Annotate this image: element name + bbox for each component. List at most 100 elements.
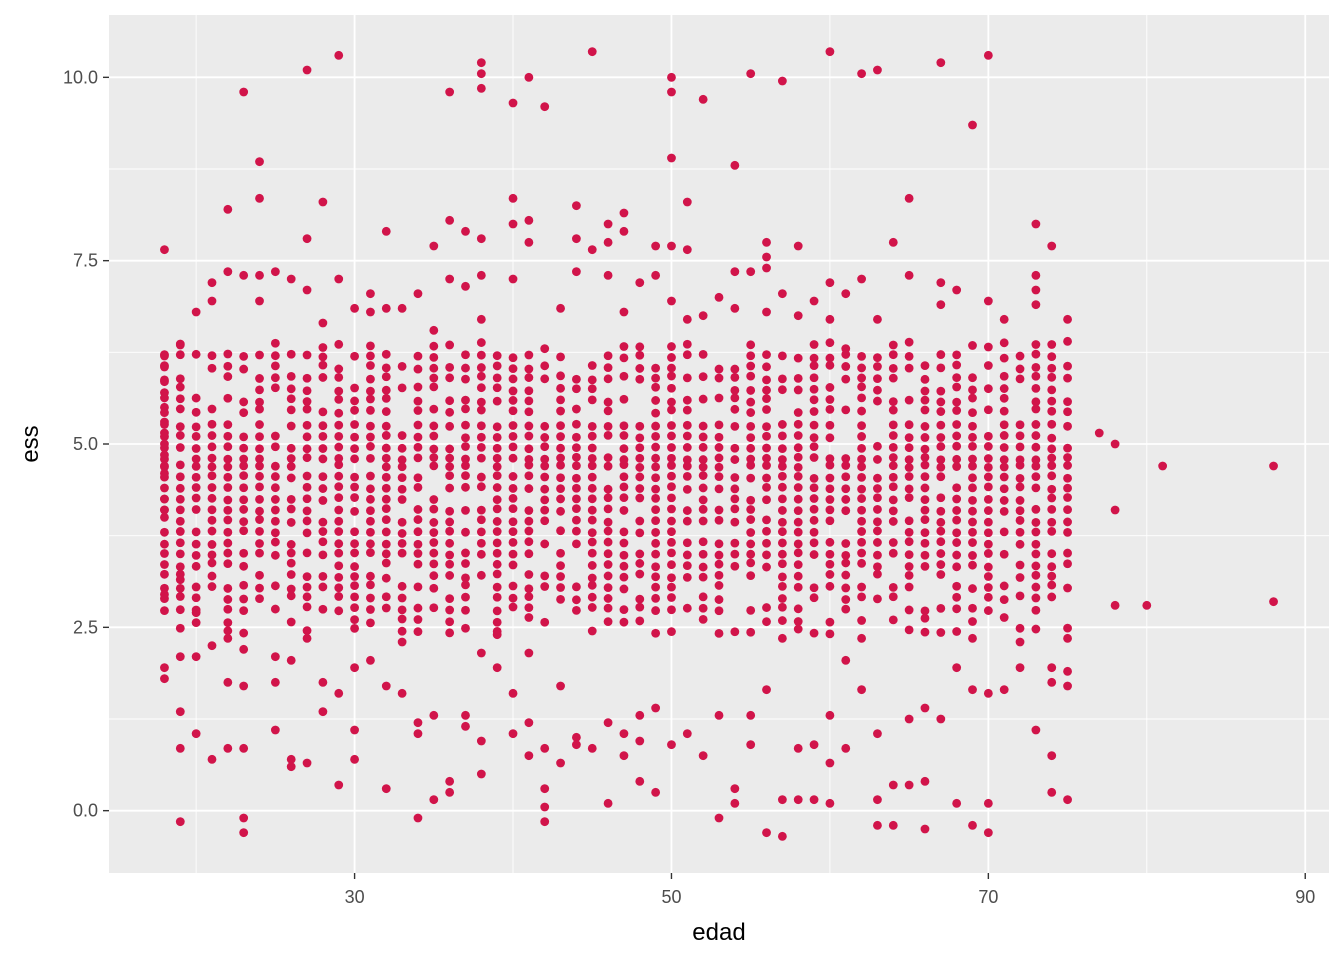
data-point [635, 433, 645, 443]
data-point [952, 441, 962, 451]
data-point [461, 605, 470, 615]
data-point [270, 483, 280, 493]
data-point [873, 473, 882, 483]
data-point [873, 729, 882, 739]
data-point [508, 537, 518, 547]
data-point [413, 382, 423, 392]
data-point [1063, 527, 1072, 537]
data-point [603, 504, 613, 514]
data-point [1047, 241, 1057, 251]
data-point [1063, 681, 1072, 691]
data-point [857, 685, 866, 695]
data-point [461, 721, 470, 731]
data-point [904, 337, 914, 347]
data-point [920, 483, 930, 493]
data-point [461, 374, 470, 384]
data-point [397, 383, 407, 393]
data-point [286, 462, 296, 471]
data-point [857, 363, 866, 373]
data-point [175, 605, 185, 615]
data-point [572, 432, 581, 442]
data-point [540, 442, 550, 452]
data-point [777, 633, 787, 643]
data-point [476, 453, 486, 463]
data-point [619, 431, 629, 440]
data-point [841, 655, 851, 665]
data-point [809, 593, 819, 603]
data-point [413, 483, 423, 492]
data-point [667, 342, 676, 351]
data-point [983, 472, 993, 482]
data-point [191, 422, 201, 432]
data-point [556, 383, 565, 393]
data-point [904, 516, 914, 526]
data-point [619, 561, 629, 571]
data-point [587, 245, 597, 255]
data-point [635, 484, 645, 493]
data-point [777, 385, 787, 395]
data-point [381, 494, 391, 504]
data-point [207, 483, 217, 492]
data-point [603, 421, 613, 431]
data-point [920, 460, 930, 470]
data-point [508, 431, 518, 441]
data-point [572, 494, 581, 504]
data-point [381, 603, 391, 613]
data-point [682, 516, 692, 526]
data-point [1031, 624, 1041, 634]
data-point [1031, 593, 1041, 603]
data-point [445, 87, 455, 97]
data-point [556, 548, 565, 558]
data-point [286, 384, 296, 394]
data-point [366, 506, 375, 516]
data-point [968, 441, 977, 451]
data-point [983, 572, 993, 581]
data-point [809, 442, 819, 452]
data-point [492, 396, 502, 406]
data-point [667, 548, 676, 558]
data-point [492, 627, 502, 636]
data-point [302, 471, 312, 481]
data-point [698, 432, 708, 442]
data-point [366, 484, 375, 494]
data-point [239, 813, 249, 823]
data-point [572, 452, 581, 462]
data-point [667, 593, 676, 602]
data-point [698, 442, 708, 452]
data-point [318, 484, 328, 493]
data-point [492, 517, 502, 526]
data-point [968, 483, 977, 493]
data-point [175, 422, 185, 432]
data-point [366, 386, 375, 396]
data-point [429, 431, 439, 441]
data-point [286, 558, 296, 568]
data-point [366, 442, 375, 451]
data-point [667, 363, 676, 373]
data-point [999, 455, 1009, 465]
data-point [857, 537, 866, 547]
data-point [746, 361, 756, 371]
data-point [746, 460, 756, 470]
data-point [492, 569, 502, 579]
data-point [461, 461, 470, 471]
data-point [270, 267, 280, 277]
data-point [936, 714, 946, 724]
data-point [651, 493, 661, 503]
data-point [302, 548, 312, 558]
data-point [239, 505, 249, 514]
data-point [809, 483, 819, 493]
data-point [524, 751, 534, 761]
data-point [1047, 527, 1057, 536]
data-point [223, 483, 233, 492]
data-point [667, 87, 676, 97]
data-point [1031, 539, 1041, 549]
data-point [381, 407, 391, 416]
data-point [920, 495, 930, 505]
data-point [207, 526, 217, 536]
data-point [223, 626, 233, 636]
data-point [572, 483, 581, 493]
data-point [318, 537, 328, 547]
data-point [302, 758, 312, 768]
data-point [730, 364, 740, 374]
data-point [793, 548, 803, 558]
